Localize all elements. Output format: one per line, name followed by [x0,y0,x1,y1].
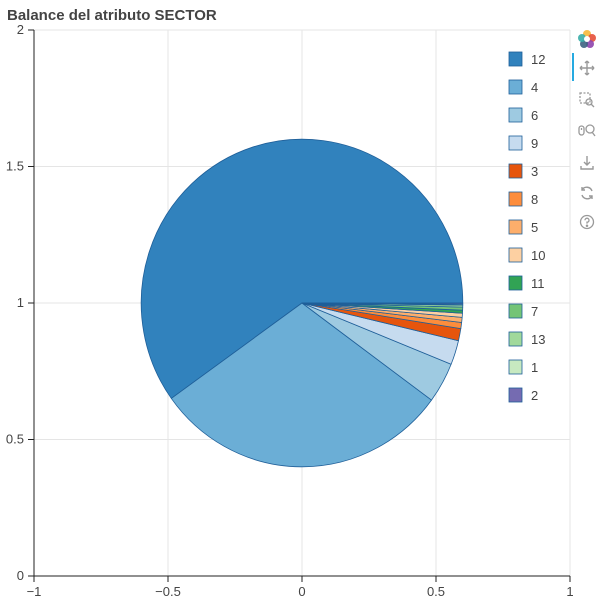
legend-label-13: 13 [531,332,545,347]
legend-swatch-11 [508,275,523,291]
legend-swatch-13 [508,331,523,347]
bokeh-logo-icon[interactable] [576,28,598,50]
x-tick-label: 0.5 [427,584,445,599]
legend-swatch-3 [508,163,523,179]
legend-label-7: 7 [531,304,538,319]
legend-swatch-10 [508,247,523,263]
legend-label-11: 11 [531,276,545,291]
x-tick-label: −0.5 [155,584,181,599]
chart-title: Balance del atributo SECTOR [7,7,217,24]
legend-swatch-4 [508,79,523,95]
legend-label-3: 3 [531,164,538,179]
y-tick-label: 2 [17,22,24,37]
legend-label-6: 6 [531,108,538,123]
legend-swatch-5 [508,219,523,235]
legend-label-8: 8 [531,192,538,207]
save-tool-icon[interactable] [576,152,598,174]
legend-label-5: 5 [531,220,538,235]
help-tool-icon[interactable] [576,211,598,233]
wheel-zoom-tool-icon[interactable] [576,120,598,142]
y-tick-label: 1.5 [6,159,24,174]
legend-swatch-7 [508,303,523,319]
legend-label-2: 2 [531,388,538,403]
x-tick-label: −1 [27,584,42,599]
legend-label-9: 9 [531,136,538,151]
legend-swatch-6 [508,107,523,123]
legend-label-1: 1 [531,360,538,375]
active-tool-indicator [572,53,574,81]
pie-slice-2[interactable] [301,302,464,305]
box-zoom-tool-icon[interactable] [576,89,598,111]
pie-slices [140,138,464,468]
legend-label-10: 10 [531,248,545,263]
legend-swatch-2 [508,387,523,403]
legend-swatch-12 [508,51,523,67]
legend-label-12: 12 [531,52,545,67]
x-tick-label: 1 [566,584,573,599]
pie-slice-4[interactable] [170,302,432,468]
legend-swatch-9 [508,135,523,151]
legend-swatch-1 [508,359,523,375]
axes: −1 −0.5 0 0.5 100.511.52 [6,22,574,599]
pan-tool-icon[interactable] [576,57,598,79]
y-tick-label: 0.5 [6,432,24,447]
legend-label-4: 4 [531,80,538,95]
legend-swatch-8 [508,191,523,207]
pie-slice-12[interactable] [140,138,464,399]
y-tick-label: 1 [17,295,24,310]
y-tick-label: 0 [17,568,24,583]
reset-tool-icon[interactable] [576,182,598,204]
x-tick-label: 0 [298,584,305,599]
